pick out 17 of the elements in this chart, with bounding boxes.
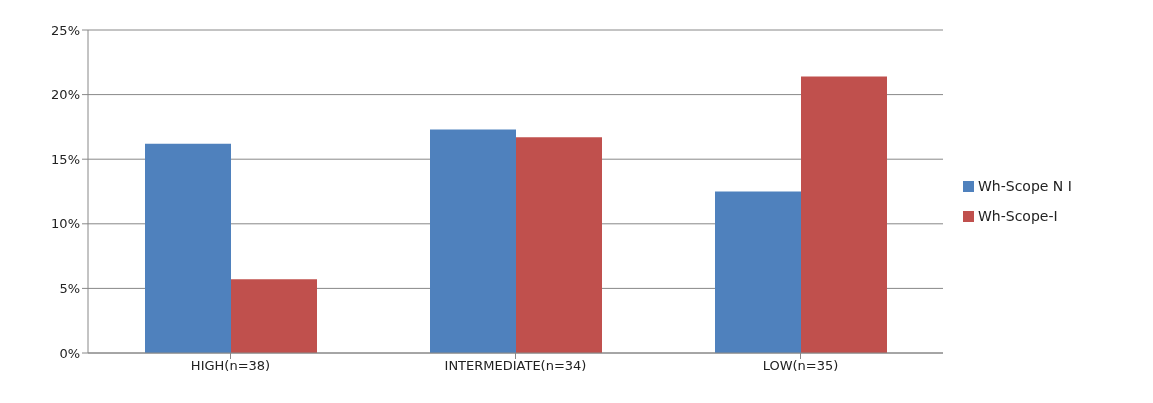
bar: [430, 129, 516, 353]
bar: [715, 191, 801, 353]
bar: [516, 137, 602, 353]
y-tick-label: 25%: [51, 22, 80, 38]
y-tick-label: 5%: [59, 281, 80, 297]
y-tick-label: 15%: [51, 151, 80, 167]
bar: [801, 76, 887, 353]
y-tick-label: 10%: [51, 216, 80, 232]
legend-label: Wh-Scope-I: [978, 207, 1058, 224]
legend-label: Wh-Scope N I: [978, 177, 1072, 194]
y-tick-label: 20%: [51, 87, 80, 103]
x-tick-label: HIGH(n=38): [190, 358, 271, 374]
bar: [145, 143, 231, 353]
bar: [231, 279, 317, 353]
x-tick-label: INTERMEDIATE(n=34): [444, 358, 587, 374]
y-tick-label: 0%: [59, 345, 80, 361]
x-tick-label: LOW(n=35): [762, 358, 839, 374]
